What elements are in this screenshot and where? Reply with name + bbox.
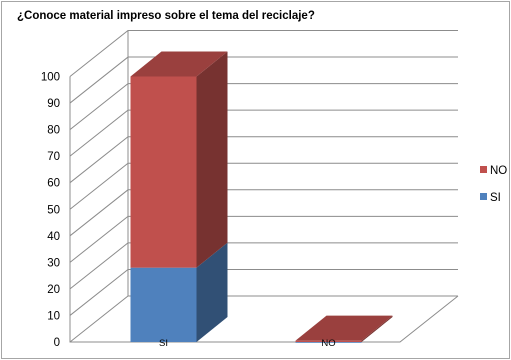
gridline-30	[69, 215, 458, 263]
bar-front	[130, 76, 197, 268]
legend-label-no: NO	[490, 165, 507, 177]
bar-front	[295, 340, 362, 342]
y-tick-label: 80	[47, 125, 60, 137]
gridline-50	[69, 162, 458, 210]
legend-swatch-si	[480, 193, 487, 200]
gridline-20	[69, 242, 458, 290]
bar-si-no	[130, 51, 228, 268]
y-tick-label: 90	[47, 98, 60, 110]
gridline-0	[69, 295, 458, 343]
bar-top	[130, 51, 228, 77]
chart-walls	[69, 30, 459, 343]
bar-top	[295, 315, 393, 341]
y-axis-ticks: 0 10 20 30 40 50 60 70 80 90 100	[41, 72, 60, 350]
gridline-90	[69, 56, 458, 104]
y-tick-label: 40	[47, 231, 60, 243]
gridline-10	[69, 268, 458, 316]
legend-swatch-no	[480, 166, 487, 173]
gridlines	[69, 30, 458, 343]
y-tick-label: 20	[47, 284, 60, 296]
bar-no-si	[295, 317, 393, 343]
gridline-80	[69, 83, 458, 130]
bar-side	[361, 315, 393, 342]
chart-title: ¿Conoce material impreso sobre el tema d…	[17, 10, 315, 22]
bar-side	[196, 242, 228, 342]
gridline-70	[69, 109, 458, 157]
x-axis-categories: SI NO	[159, 338, 336, 349]
bar-no-no	[295, 315, 393, 342]
y-tick-label: 50	[47, 204, 60, 216]
y-tick-label: 30	[47, 257, 60, 269]
y-tick-label: 0	[54, 337, 60, 349]
y-tick-label: 100	[41, 72, 60, 84]
gridline-100	[69, 30, 458, 77]
y-tick-label: 70	[47, 151, 60, 163]
bar-si-si	[130, 242, 228, 342]
legend: NO SI	[480, 165, 507, 204]
x-category-label: NO	[321, 338, 335, 349]
x-category-label: SI	[159, 338, 168, 349]
bar-side	[196, 51, 228, 268]
legend-label-si: SI	[490, 192, 501, 204]
bars	[130, 51, 393, 343]
bar-front	[130, 267, 197, 342]
gridline-40	[69, 189, 458, 237]
y-tick-label: 10	[47, 310, 60, 322]
gridline-60	[69, 136, 458, 184]
bar-front	[295, 342, 362, 343]
y-tick-label: 60	[47, 178, 60, 190]
